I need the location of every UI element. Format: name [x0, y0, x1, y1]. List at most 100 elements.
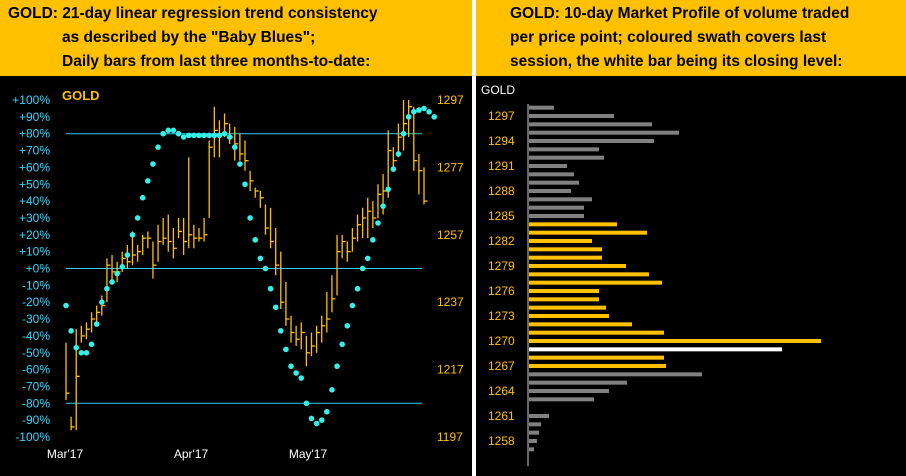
profile-header-line-1: GOLD: 10-day Market Profile of volume tr… — [510, 5, 850, 22]
profile-bar — [529, 239, 592, 243]
profile-bar — [529, 197, 592, 202]
x-tick-label: Apr'17 — [174, 447, 209, 461]
y-left-tick-label: +20% — [19, 228, 50, 242]
y-left-tick-label: -90% — [22, 413, 50, 427]
profile-price-label: 1297 — [488, 109, 515, 123]
trend-dot — [416, 107, 422, 113]
profile-header-line-3: session, the white bar being its closing… — [510, 53, 843, 70]
trend-panel: GOLD: 21-day linear regression trend con… — [0, 0, 472, 476]
trend-dot — [63, 302, 69, 309]
trend-dot — [410, 108, 417, 115]
profile-price-label: 1261 — [488, 409, 515, 423]
y-left-tick-label: -10% — [22, 278, 50, 292]
y-left-tick-label: +10% — [19, 245, 50, 259]
profile-bar — [529, 155, 604, 160]
profile-bar — [529, 380, 627, 385]
trend-dot — [308, 415, 315, 422]
profile-bar — [529, 255, 602, 260]
trend-dot — [124, 252, 131, 258]
trend-dot — [262, 265, 269, 272]
trend-dot — [226, 134, 233, 140]
profile-price-label: 1273 — [488, 309, 515, 323]
profile-bar — [529, 114, 614, 118]
trend-dot — [405, 114, 412, 120]
profile-bar — [529, 430, 539, 435]
y-left-tick-label: +60% — [19, 160, 50, 174]
profile-bar — [529, 439, 537, 443]
profile-bar — [529, 347, 782, 352]
y-left-tick-label: -30% — [22, 312, 50, 326]
y-right-tick-label: 1197 — [437, 430, 463, 444]
y-left-tick-label: +70% — [19, 144, 50, 158]
profile-bar — [529, 180, 579, 185]
trend-chart: GOLD +100% +90% +80% +70% +60% +50% +40% +30% +2… — [12, 88, 464, 461]
trend-dot — [313, 420, 320, 427]
y-left-tick-label: +50% — [19, 177, 50, 191]
trend-dot — [242, 181, 248, 188]
y-left-tick-label: +80% — [19, 127, 50, 141]
trend-dot — [73, 344, 80, 351]
trend-dot — [216, 132, 223, 139]
trend-dot — [221, 130, 228, 137]
trend-dot — [88, 341, 95, 348]
y-right-tick-label: 1277 — [437, 160, 464, 174]
trend-dot — [380, 203, 386, 209]
trend-dot — [237, 161, 243, 167]
profile-bar — [529, 222, 617, 227]
trend-dot — [114, 270, 120, 277]
trend-dot — [349, 302, 356, 309]
trend-dot — [134, 215, 141, 221]
y-left-tick-label: -20% — [22, 295, 50, 309]
profile-bar — [529, 205, 584, 210]
trend-dot — [150, 161, 156, 167]
trend-dot — [78, 349, 85, 356]
trend-dot — [145, 178, 151, 184]
profile-bar — [529, 289, 599, 293]
profile-bar — [529, 105, 554, 110]
y-right-tick-label: 1257 — [437, 228, 464, 242]
profile-chart: GOLD 1297 1294 1291 1288 1285 1282 1279 1276 127… — [481, 83, 821, 466]
trend-dot — [364, 255, 371, 262]
profile-price-label: 1282 — [488, 234, 515, 248]
trend-dot — [278, 328, 284, 334]
profile-bar — [529, 447, 534, 452]
y-left-tick-label: -50% — [22, 346, 50, 360]
profile-bar — [529, 189, 571, 193]
profile-bar — [529, 264, 626, 268]
trend-dot — [329, 387, 335, 393]
y-left-tick-label: -70% — [22, 379, 50, 393]
trend-dot — [211, 132, 218, 139]
profile-price-label: 1279 — [488, 259, 515, 273]
trend-dot — [344, 322, 351, 329]
y-right-tick-label: 1297 — [437, 93, 464, 107]
y-right-tick-label: 1237 — [437, 295, 464, 309]
trend-dot — [83, 349, 90, 356]
trend-dot — [431, 114, 438, 120]
y-left-tick-label: +100% — [12, 93, 50, 107]
trend-dot — [303, 400, 310, 407]
x-tick-label: May'17 — [289, 447, 328, 461]
trend-dot — [231, 144, 238, 150]
trend-dot — [109, 279, 115, 285]
trend-dot — [185, 132, 192, 139]
trend-header-line-2: as described by the "Baby Blues"; — [62, 29, 316, 46]
y-left-tick-label: +90% — [19, 110, 50, 124]
profile-bar — [529, 389, 609, 393]
profile-panel: GOLD: 10-day Market Profile of volume tr… — [476, 0, 906, 476]
trend-dot — [421, 105, 427, 112]
profile-bar — [529, 139, 654, 143]
profile-price-label: 1288 — [488, 184, 515, 198]
profile-bar — [529, 422, 541, 427]
trend-chart-area: GOLD +100% +90% +80% +70% +60% +50% +40% +30% +2… — [0, 76, 472, 476]
profile-bar — [529, 172, 574, 177]
trend-dot — [288, 363, 294, 370]
trend-dot — [201, 132, 207, 139]
y-left-tick-label: +40% — [19, 194, 50, 208]
trend-dot — [267, 285, 274, 292]
profile-bar — [529, 297, 599, 302]
trend-dot — [272, 304, 279, 311]
trend-header-line-1: GOLD: 21-day linear regression trend con… — [8, 5, 378, 22]
profile-price-label: 1285 — [488, 209, 515, 223]
profile-bar — [529, 397, 594, 402]
profile-bar — [529, 280, 662, 285]
